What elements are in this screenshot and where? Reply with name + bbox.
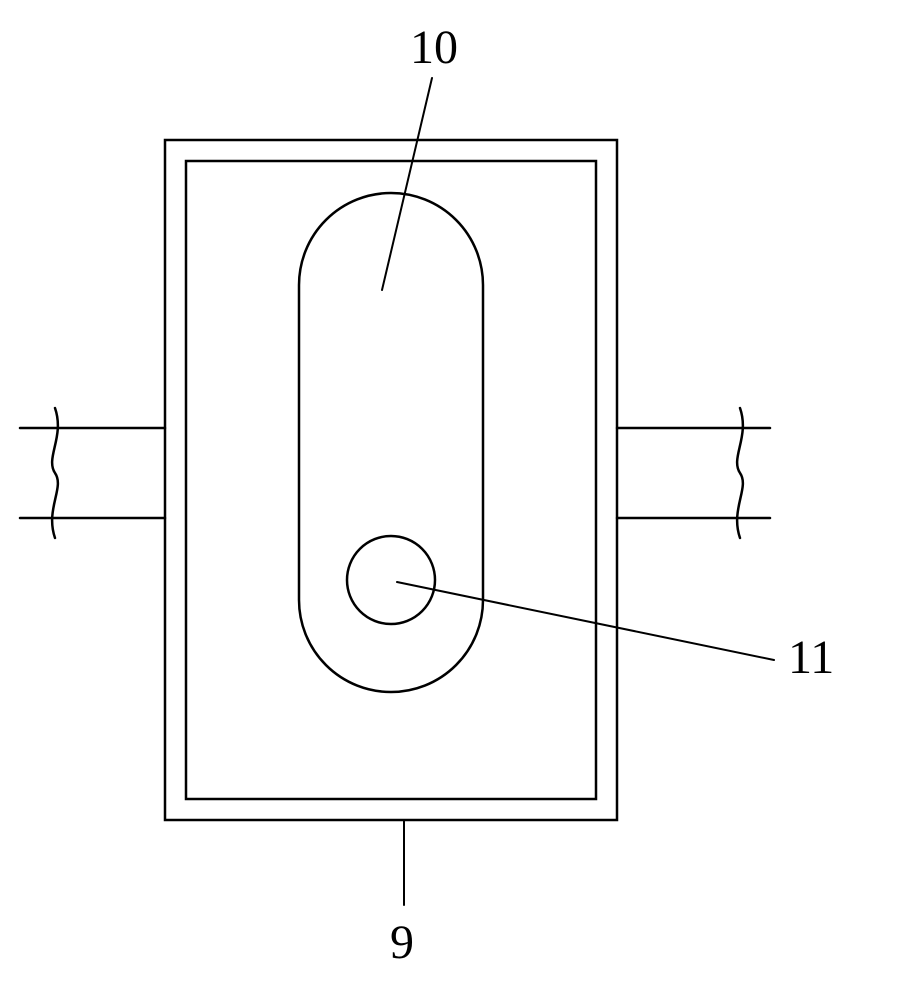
diagram-canvas — [0, 0, 919, 1000]
label-11: 11 — [788, 630, 834, 685]
label-10: 10 — [410, 20, 458, 75]
label-9: 9 — [390, 915, 414, 970]
